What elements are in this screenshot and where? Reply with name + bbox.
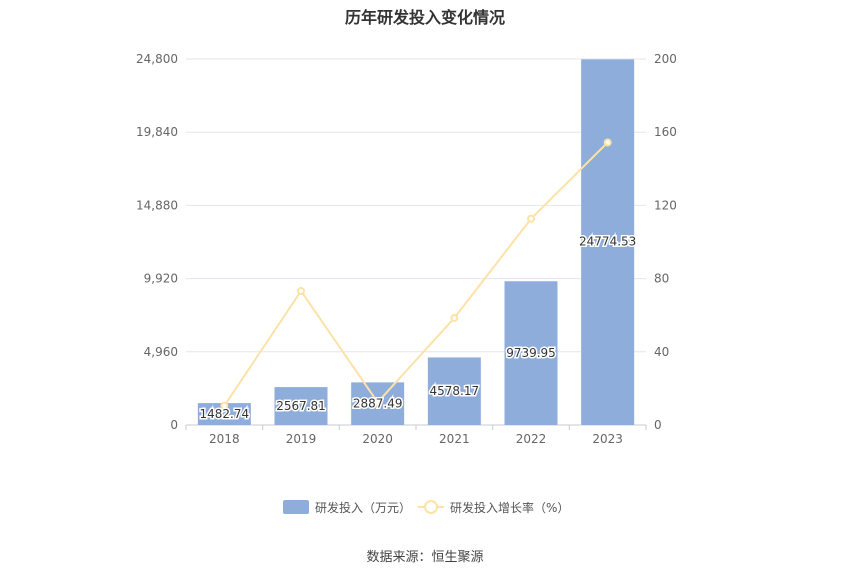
bar-value-label: 9739.95	[506, 346, 556, 360]
legend-label-growth-rate: 研发投入增长率（%）	[450, 500, 570, 515]
y-left-tick-label: 24,800	[136, 52, 178, 66]
bar-value-label: 2887.49	[353, 397, 403, 411]
legend-item-rd-spend[interactable]: 研发投入（万元）	[283, 497, 411, 517]
bar-value-label: 4578.17	[430, 384, 480, 398]
legend-line-swatch	[418, 500, 444, 514]
y-left-tick-label: 0	[170, 418, 178, 432]
x-tick-label: 2020	[362, 432, 393, 446]
y-right-tick-label: 160	[654, 125, 677, 139]
legend-item-growth-rate[interactable]: 研发投入增长率（%）	[418, 497, 569, 517]
x-tick-label: 2023	[592, 432, 623, 446]
growth-rate-point-2019	[297, 287, 305, 296]
bar-value-label: 2567.81	[276, 399, 326, 413]
bar-rd-spend-2021	[427, 357, 481, 425]
growth-rate-point-2018	[220, 401, 229, 410]
y-right-tick-label: 80	[654, 272, 669, 286]
growth-rate-point-2022	[527, 214, 535, 223]
growth-rate-line	[223, 141, 609, 407]
x-tick-label: 2018	[209, 432, 240, 446]
legend-bar-swatch	[283, 500, 309, 514]
y-left-tick-label: 4,960	[144, 345, 178, 359]
y-left-tick-label: 19,840	[136, 125, 178, 139]
legend: 研发投入（万元） 研发投入增长率（%）	[0, 497, 850, 517]
chart-title: 历年研发投入变化情况	[344, 8, 505, 27]
x-tick-label: 2021	[439, 432, 470, 446]
bar-value-label: 1482.74	[200, 407, 250, 421]
bar-rd-spend-2023	[581, 59, 635, 426]
growth-rate-point-2020	[373, 398, 382, 407]
legend-label-rd-spend: 研发投入（万元）	[315, 500, 412, 515]
bar-rd-spend-2022	[504, 281, 558, 425]
y-right-tick-label: 0	[654, 418, 662, 432]
y-left-tick-label: 14,880	[136, 198, 178, 212]
y-right-tick-label: 200	[654, 52, 677, 66]
y-right-tick-label: 120	[654, 198, 677, 212]
growth-rate-point-2021	[450, 313, 459, 322]
bar-rd-spend-2018	[197, 403, 251, 425]
y-left-tick-label: 9,920	[144, 272, 178, 286]
x-tick-label: 2019	[286, 432, 317, 446]
y-right-tick-label: 40	[654, 345, 669, 359]
x-tick-label: 2022	[516, 432, 547, 446]
data-source: 数据来源：恒生聚源	[366, 550, 484, 565]
bar-value-label: 24774.53	[579, 234, 636, 248]
bar-rd-spend-2019	[274, 387, 328, 425]
growth-rate-point-2023	[603, 138, 612, 147]
